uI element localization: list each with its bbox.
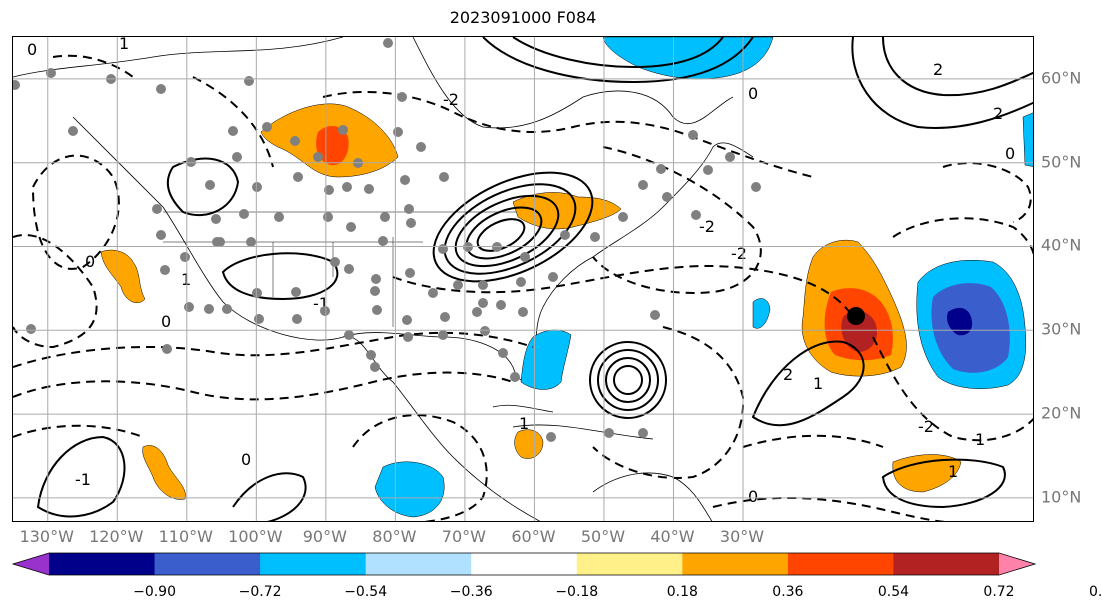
colorbar-segment	[471, 553, 578, 575]
contour-label: 0	[748, 84, 758, 103]
weather-map: 0 1 -2 0 2 1 0 0 -1 0 1 -2 -2 2 1 0 1 -2…	[13, 37, 1033, 521]
colorbar-segment	[49, 553, 156, 575]
lon-label: 130°W	[19, 527, 74, 546]
lon-label: 110°W	[158, 527, 213, 546]
colorbar-tick-label: 0.90	[1088, 584, 1102, 600]
colorbar	[12, 552, 1036, 576]
colorbar-segment	[13, 553, 49, 575]
graticule	[13, 37, 1033, 521]
contour-label: -2	[443, 90, 459, 109]
lat-label: 50°N	[1041, 152, 1082, 172]
lon-label: 40°W	[650, 527, 695, 546]
contour-label: 1	[813, 374, 823, 393]
colorbar-tick-label: −0.18	[555, 584, 599, 600]
lon-label: 50°W	[580, 527, 626, 546]
contour-label: -1	[75, 470, 91, 489]
dashed-contours	[13, 54, 1033, 521]
contour-label: 1	[181, 270, 191, 289]
lon-label: 90°W	[302, 527, 347, 546]
lat-label: 20°N	[1041, 403, 1082, 423]
contour-label: 0	[27, 40, 37, 59]
contour-label: 1	[519, 414, 529, 433]
colorbar-tick-label: −0.36	[449, 584, 493, 600]
lon-label: 70°W	[441, 527, 486, 546]
contour-label: 0	[1005, 144, 1015, 163]
contour-label-group: 0 1 -2 0 2 1 0 0 -1 0 1 -2 -2 2 1 0 1 -2…	[27, 37, 1015, 506]
lon-label: 30°W	[719, 527, 765, 546]
colorbar-outline	[12, 552, 1036, 576]
colorbar-tick-label: −0.54	[344, 584, 388, 600]
colorbar-segment	[999, 553, 1035, 575]
colorbar-segment	[576, 553, 683, 575]
contour-label: 1	[119, 37, 129, 53]
solid-contours	[36, 37, 1033, 521]
contour-label: 0	[161, 312, 171, 331]
colorbar-tick-label: 0.18	[666, 584, 698, 600]
colorbar-segment	[365, 553, 472, 575]
contour-label: 1	[975, 430, 985, 449]
lat-label: 60°N	[1041, 68, 1082, 88]
contour-label: -2	[918, 417, 934, 436]
lat-label: 30°N	[1041, 319, 1082, 339]
map-title: 2023091000 F084	[449, 8, 597, 27]
contour-label: -2	[699, 217, 715, 236]
colorbar-tick-label: −0.72	[238, 584, 282, 600]
contour-label: 2	[783, 365, 793, 384]
colorbar-tick-label: 0.72	[983, 584, 1015, 600]
contour-label: 2	[933, 60, 943, 79]
colorbar-tick-label: 0.54	[877, 584, 910, 600]
lat-label: 10°N	[1041, 487, 1082, 507]
land-outlines	[13, 37, 754, 521]
contour-label: 2	[993, 104, 1003, 123]
shaded-anomalies	[100, 37, 1033, 518]
colorbar-tick-label: −0.90	[133, 584, 176, 600]
map-panel: 0 1 -2 0 2 1 0 0 -1 0 1 -2 -2 2 1 0 1 -2…	[12, 36, 1034, 522]
colorbar-segment	[154, 553, 261, 575]
colorbar-segment	[260, 553, 367, 575]
contour-label: 0	[241, 450, 251, 469]
lon-label: 100°W	[228, 527, 283, 546]
contour-label: 0	[85, 252, 95, 271]
colorbar-segment	[682, 553, 789, 575]
lon-label: 80°W	[372, 527, 417, 546]
colorbar-tick-label: 0.36	[772, 584, 804, 600]
center-marker	[847, 307, 865, 325]
lon-label: 120°W	[89, 527, 144, 546]
lat-label: 40°N	[1041, 235, 1082, 255]
colorbar-segment	[893, 553, 1000, 575]
lon-label: 60°W	[511, 527, 556, 546]
contour-label: 0	[748, 487, 758, 506]
contour-label: 1	[948, 462, 958, 481]
station-dots	[13, 38, 761, 442]
colorbar-segment	[787, 553, 894, 575]
